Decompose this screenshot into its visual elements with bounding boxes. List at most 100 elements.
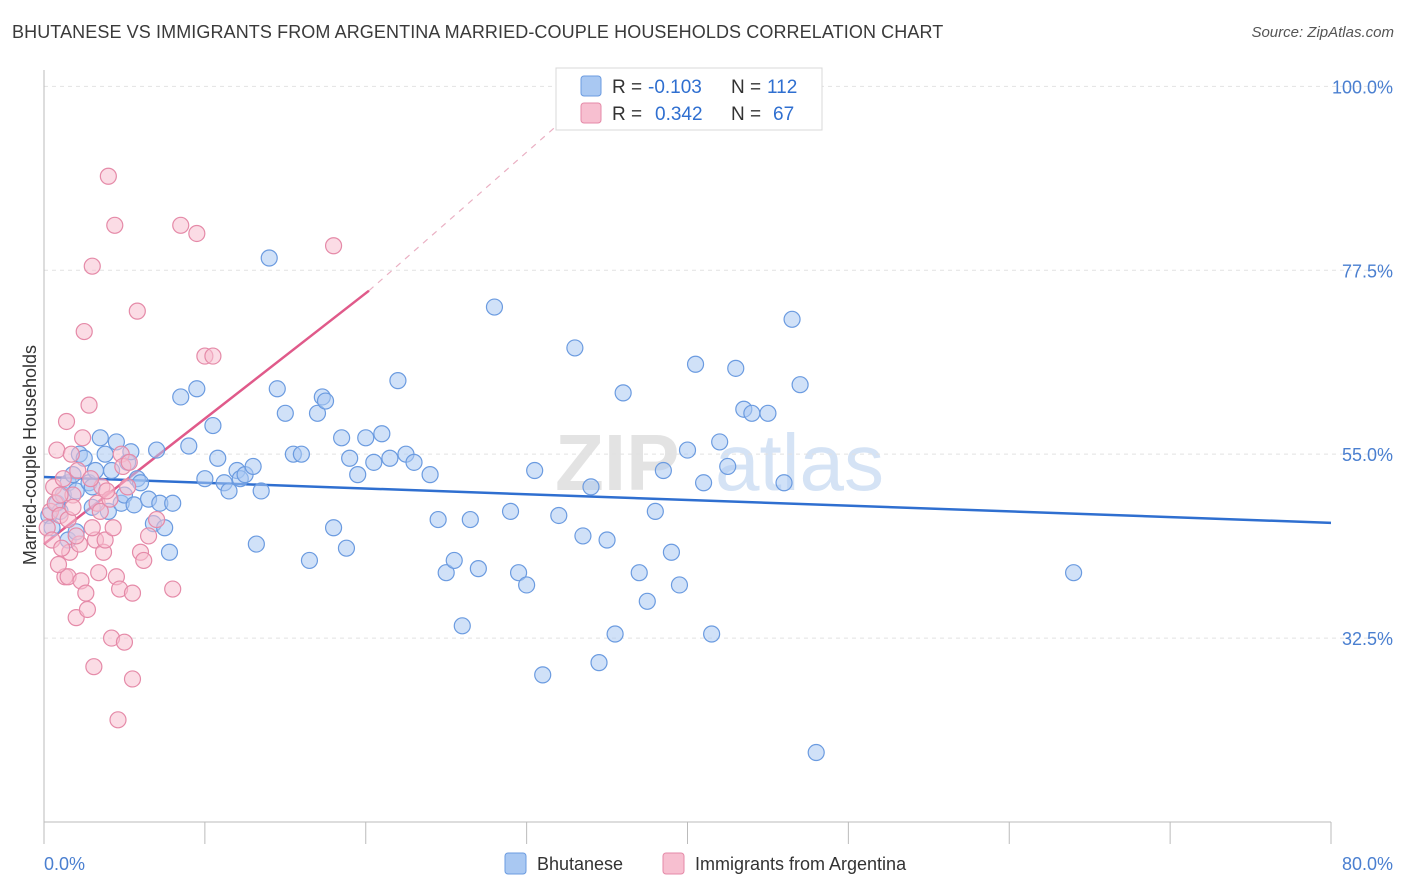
bhutanese-point: [550, 506, 568, 525]
y-tick-label: 55.0%: [1342, 445, 1393, 465]
bhutanese-point: [148, 441, 166, 459]
argentina-point: [83, 519, 101, 537]
argentina-point: [324, 237, 343, 255]
bhutanese-point: [300, 551, 319, 570]
bhutanese-point: [96, 445, 114, 463]
argentina-point: [123, 584, 142, 602]
bhutanese-point: [566, 339, 584, 357]
legend: R = -0.103 N = 112 R = 0.342 N = 67: [555, 67, 823, 131]
bhutanese-point: [333, 429, 351, 447]
bhutanese-point: [654, 461, 672, 480]
legend-r-label-1: R =: [612, 77, 642, 98]
bhutanese-point: [534, 666, 552, 684]
bhutanese-point: [518, 576, 536, 594]
y-tick-label: 77.5%: [1342, 261, 1393, 281]
bhutanese-point: [759, 404, 777, 422]
bhutanese-point: [180, 437, 198, 455]
y-tick-label: 100.0%: [1332, 77, 1393, 97]
bhutanese-point: [172, 388, 190, 406]
argentina-point: [91, 502, 109, 520]
legend-n-value-1: 112: [767, 77, 797, 98]
bhutanese-point: [719, 457, 737, 476]
grid: [44, 85, 1392, 639]
legend-n-label-1: N =: [731, 77, 761, 98]
x-tick-label: 0.0%: [44, 854, 85, 874]
argentina-point: [119, 478, 137, 496]
argentina-point: [49, 555, 68, 574]
x-tick-label: 80.0%: [1342, 854, 1393, 874]
argentina-point: [53, 539, 71, 557]
bhutanese-point: [678, 441, 697, 459]
argentina-point: [99, 167, 117, 185]
bhutanese-point: [662, 543, 681, 561]
bhutanese-point: [711, 433, 729, 451]
bhutanese-point: [373, 425, 391, 443]
bhutanese-point: [453, 617, 471, 635]
argentina-point: [80, 396, 98, 414]
argentina-point: [54, 470, 72, 488]
bhutanese-point: [485, 298, 504, 316]
bhutanese-point: [670, 576, 689, 594]
argentina-point: [62, 445, 80, 463]
argentina-point: [188, 224, 206, 243]
argentina-point: [164, 580, 182, 598]
source-label: Source: ZipAtlas.com: [1251, 24, 1394, 41]
argentina-point: [106, 216, 124, 234]
bhutanese-point: [445, 551, 463, 570]
bhutanese-point: [209, 449, 227, 467]
argentina-point: [51, 486, 69, 504]
legend-r-value-2: 0.342: [655, 104, 703, 125]
bottom-legend-label-bhutanese: Bhutanese: [537, 854, 623, 874]
bhutanese-point: [694, 474, 713, 492]
bhutanese-point: [783, 310, 801, 328]
argentina-point: [204, 347, 222, 365]
bhutanese-point: [341, 449, 359, 467]
bhutanese-point: [437, 564, 455, 582]
argentina-point: [109, 711, 127, 729]
bhutanese-point: [598, 531, 616, 549]
y-axis-label: Married-couple Households: [20, 345, 40, 565]
bhutanese-point: [337, 539, 356, 557]
bhutanese-point: [160, 543, 179, 561]
bhutanese-point: [389, 372, 407, 390]
bhutanese-point: [125, 496, 143, 514]
argentina-point: [98, 482, 116, 500]
bhutanese-point: [316, 392, 335, 410]
legend-r-label-2: R =: [612, 104, 642, 125]
argentina-point: [104, 519, 122, 537]
bhutanese-point: [308, 404, 327, 422]
argentina-point: [64, 498, 82, 516]
argentina-point: [82, 470, 100, 488]
argentina-point: [135, 551, 153, 570]
bhutanese-point: [646, 502, 664, 520]
bhutanese-point: [247, 535, 265, 553]
bhutanese-point: [276, 404, 294, 422]
bhutanese-point: [1064, 564, 1083, 582]
bhutanese-point: [461, 510, 479, 529]
bhutanese-point: [91, 429, 109, 447]
argentina-point: [123, 670, 142, 688]
bhutanese-point: [614, 384, 632, 402]
bhutanese-point: [743, 404, 761, 422]
argentina-point: [74, 429, 92, 447]
argentina-point: [77, 584, 95, 602]
argentina-point: [75, 322, 93, 341]
bhutanese-point: [244, 457, 262, 476]
argentina-point: [115, 633, 134, 651]
bhutanese-point: [365, 453, 383, 471]
bhutanese-point: [405, 453, 423, 471]
bhutanese-point: [606, 625, 624, 643]
bhutanese-point: [727, 359, 745, 377]
bhutanese-point: [574, 527, 592, 545]
bhutanese-point: [381, 449, 399, 467]
bhutanese-point: [509, 564, 528, 582]
legend-swatch-argentina: [580, 102, 602, 124]
bhutanese-point: [686, 355, 705, 373]
bhutanese-point: [324, 519, 343, 537]
argentina-trend-extension: [368, 102, 584, 292]
chart-title: BHUTANESE VS IMMIGRANTS FROM ARGENTINA M…: [12, 22, 944, 42]
bottom-legend: Bhutanese Immigrants from Argentina: [504, 852, 907, 875]
bottom-legend-swatch-argentina: [662, 852, 685, 875]
bhutanese-point: [164, 494, 182, 512]
